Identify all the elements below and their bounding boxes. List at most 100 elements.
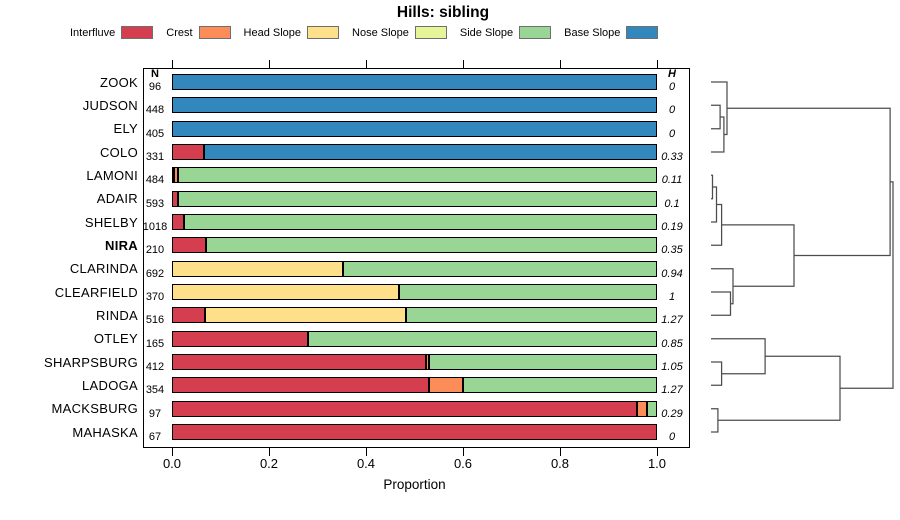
bar-segment-crest <box>174 167 178 184</box>
stacked-bar-rinda <box>172 307 657 324</box>
x-axis-title: Proportion <box>383 477 446 492</box>
legend-label: Crest <box>166 26 193 39</box>
n-value: 516 <box>145 314 165 327</box>
bar-segment-interfluve <box>172 167 174 184</box>
axis-tick-label: 0.8 <box>550 456 570 471</box>
legend-label: Nose Slope <box>352 26 409 39</box>
axis-tick-bottom <box>171 448 173 456</box>
stacked-bar-zook <box>172 74 657 90</box>
legend: Interfluve Crest Head Slope Nose Slope Side … <box>70 26 659 39</box>
bar-segment-base-slope <box>203 144 657 160</box>
h-value: 0 <box>668 431 676 443</box>
legend-item-side-slope: Side Slope <box>460 26 552 39</box>
legend-label: Head Slope <box>243 26 302 39</box>
bar-segment-side-slope <box>183 214 657 230</box>
bar-segment-interfluve <box>172 424 657 440</box>
n-value: 448 <box>145 104 165 117</box>
bar-segment-side-slope <box>398 284 657 300</box>
row-label-clarinda: CLARINDA <box>69 261 138 277</box>
h-value: 1.27 <box>661 314 683 327</box>
axis-tick-label: 0.6 <box>453 456 473 471</box>
legend-swatch-icon <box>121 26 154 39</box>
bar-segment-side-slope <box>429 354 657 370</box>
row-label-sharpsburg: SHARPSBURG <box>43 354 138 370</box>
h-value: 0.11 <box>661 174 683 187</box>
dendrogram-link-b3 <box>711 408 719 433</box>
bar-segment-head-slope <box>172 284 399 300</box>
bar-segment-interfluve <box>172 214 184 230</box>
dendrogram-link-m4 <box>711 291 732 316</box>
h-value: 0.33 <box>661 151 683 163</box>
legend-item-head-slope: Head Slope <box>244 26 340 39</box>
bar-segment-side-slope <box>307 330 657 347</box>
stacked-bar-ladoga <box>172 377 658 394</box>
row-label-judson: JUDSON <box>82 97 138 113</box>
axis-tick-label: 1.0 <box>647 456 667 471</box>
axis-tick-top <box>171 60 173 68</box>
stacked-bar-macksburg <box>172 400 657 417</box>
legend-swatch-icon <box>519 26 552 39</box>
bar-segment-interfluve <box>172 237 206 254</box>
legend-item-interfluve: Interfluve <box>70 26 154 39</box>
n-value: 593 <box>145 197 165 210</box>
bar-segment-crest <box>429 377 463 394</box>
h-value: 1 <box>668 291 676 303</box>
bar-segment-interfluve <box>172 190 179 207</box>
dendrogram-link-b2 <box>711 338 766 375</box>
stacked-bar-otley <box>172 330 657 347</box>
row-label-macksburg: MACKSBURG <box>51 401 138 417</box>
legend-swatch-icon <box>414 26 447 39</box>
chart-title: Hills: sibling <box>396 4 490 21</box>
legend-item-base-slope: Base Slope <box>564 26 659 39</box>
row-label-rinda: RINDA <box>96 307 138 323</box>
bar-segment-side-slope <box>342 260 657 277</box>
dendrogram-link-b1 <box>711 361 723 386</box>
axis-tick-bottom <box>462 448 464 456</box>
row-label-zook: ZOOK <box>99 74 138 90</box>
legend-item-crest: Crest <box>166 26 231 39</box>
n-value: 484 <box>145 174 165 187</box>
n-column-header: N <box>151 68 159 80</box>
stacked-bar-adair <box>172 190 657 207</box>
bar-segment-side-slope <box>405 307 657 324</box>
dendrogram-link-root <box>840 181 894 389</box>
bar-segment-interfluve <box>172 400 637 417</box>
bar-segment-side-slope <box>178 190 657 207</box>
n-value: 165 <box>145 337 165 350</box>
bar-segment-base-slope <box>172 74 657 90</box>
dendrogram-link-m5 <box>711 268 734 305</box>
row-label-ladoga: LADOGA <box>82 377 138 393</box>
axis-tick-bottom <box>559 448 561 456</box>
bar-segment-side-slope <box>206 237 658 254</box>
n-value: 67 <box>148 431 162 443</box>
bar-segment-interfluve <box>172 354 427 370</box>
legend-swatch-icon <box>626 26 659 39</box>
dendrogram-link-r1 <box>727 107 891 257</box>
stacked-bar-lamoni <box>172 167 658 184</box>
legend-label: Interfluve <box>70 26 116 39</box>
h-value: 0.19 <box>661 221 683 233</box>
axis-tick-label: 0.0 <box>162 456 182 471</box>
axis-tick-top <box>462 60 464 68</box>
stacked-bar-mahaska <box>172 424 657 440</box>
h-value: 0.1 <box>664 197 680 210</box>
axis-tick-top <box>656 60 658 68</box>
row-label-nira: NIRA <box>105 237 138 253</box>
n-value: 370 <box>145 291 165 303</box>
stacked-bar-shelby <box>172 214 657 230</box>
axis-tick-top <box>365 60 367 68</box>
dendrogram-link-m3 <box>711 203 723 246</box>
row-label-mahaska: MAHASKA <box>72 424 138 440</box>
row-label-clearfield: CLEARFIELD <box>54 284 138 300</box>
n-value: 210 <box>145 244 165 257</box>
h-value: 0 <box>668 81 676 93</box>
legend-swatch-icon <box>307 26 340 39</box>
stacked-bar-colo <box>172 144 657 160</box>
stacked-bar-clearfield <box>172 284 657 300</box>
stacked-bar-sharpsburg <box>172 354 657 370</box>
n-value: 97 <box>148 407 162 420</box>
n-value: 1018 <box>142 221 168 233</box>
h-value: 0 <box>668 127 676 140</box>
h-value: 1.27 <box>661 384 683 397</box>
